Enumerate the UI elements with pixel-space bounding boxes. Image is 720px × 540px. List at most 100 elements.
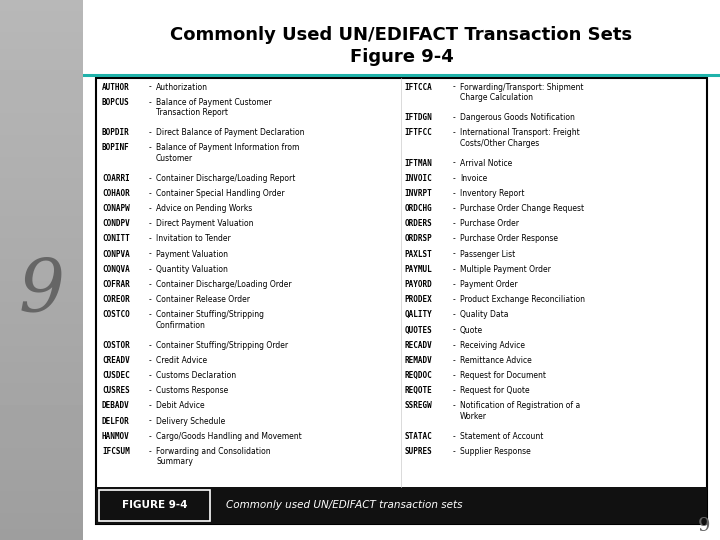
Text: Purchase Order: Purchase Order — [460, 219, 519, 228]
Text: COSTCO: COSTCO — [102, 310, 130, 319]
Text: Customs Response: Customs Response — [156, 386, 228, 395]
Text: INVRPT: INVRPT — [405, 189, 432, 198]
Text: REQDOC: REQDOC — [405, 371, 432, 380]
Text: Authorization: Authorization — [156, 83, 208, 92]
Text: STATAC: STATAC — [405, 432, 432, 441]
Text: -: - — [452, 295, 455, 304]
Text: DEBADV: DEBADV — [102, 401, 130, 410]
Text: Quote: Quote — [460, 326, 483, 334]
Text: BOPCUS: BOPCUS — [102, 98, 130, 107]
Text: -: - — [148, 83, 151, 92]
Text: IFTCCA: IFTCCA — [405, 83, 432, 92]
Text: -: - — [452, 356, 455, 365]
Text: Cargo/Goods Handling and Movement: Cargo/Goods Handling and Movement — [156, 432, 302, 441]
Text: Direct Payment Valuation: Direct Payment Valuation — [156, 219, 253, 228]
Text: Direct Balance of Payment Declaration: Direct Balance of Payment Declaration — [156, 128, 305, 137]
Text: SUPRES: SUPRES — [405, 447, 432, 456]
Text: -: - — [148, 265, 151, 274]
Text: HANMOV: HANMOV — [102, 432, 130, 441]
Text: CONITT: CONITT — [102, 234, 130, 244]
Text: QALITY: QALITY — [405, 310, 432, 319]
Text: -: - — [148, 128, 151, 137]
Text: PAYMUL: PAYMUL — [405, 265, 432, 274]
Text: -: - — [148, 401, 151, 410]
Text: Balance of Payment Customer
Transaction Report: Balance of Payment Customer Transaction … — [156, 98, 271, 117]
Bar — [96, 487, 707, 524]
Text: -: - — [452, 310, 455, 319]
Text: IFTMAN: IFTMAN — [405, 159, 432, 167]
Text: Payment Valuation: Payment Valuation — [156, 249, 228, 259]
Text: -: - — [148, 219, 151, 228]
Text: -: - — [148, 98, 151, 107]
Text: Container Stuffing/Stripping
Confirmation: Container Stuffing/Stripping Confirmatio… — [156, 310, 264, 330]
Text: SSREGW: SSREGW — [405, 401, 432, 410]
Text: Invitation to Tender: Invitation to Tender — [156, 234, 231, 244]
Text: IFTFCC: IFTFCC — [405, 128, 432, 137]
Text: -: - — [452, 204, 455, 213]
Text: -: - — [148, 234, 151, 244]
Text: REQOTE: REQOTE — [405, 386, 432, 395]
Text: Receiving Advice: Receiving Advice — [460, 341, 525, 350]
Text: DELFOR: DELFOR — [102, 416, 130, 426]
Text: -: - — [148, 341, 151, 350]
Text: 9: 9 — [698, 517, 711, 535]
Text: COARRI: COARRI — [102, 174, 130, 183]
Text: -: - — [452, 113, 455, 122]
Text: CUSRES: CUSRES — [102, 386, 130, 395]
Text: Commonly Used UN/EDIFACT Transaction Sets: Commonly Used UN/EDIFACT Transaction Set… — [171, 26, 632, 44]
Text: ORDRSP: ORDRSP — [405, 234, 432, 244]
Text: Quantity Valuation: Quantity Valuation — [156, 265, 228, 274]
Text: -: - — [452, 280, 455, 289]
Text: Invoice: Invoice — [460, 174, 487, 183]
Text: Supplier Response: Supplier Response — [460, 447, 531, 456]
Text: COREOR: COREOR — [102, 295, 130, 304]
Text: Container Discharge/Loading Report: Container Discharge/Loading Report — [156, 174, 295, 183]
Text: Delivery Schedule: Delivery Schedule — [156, 416, 225, 426]
Text: AUTHOR: AUTHOR — [102, 83, 130, 92]
Text: Balance of Payment Information from
Customer: Balance of Payment Information from Cust… — [156, 143, 300, 163]
Text: -: - — [452, 386, 455, 395]
Text: -: - — [148, 280, 151, 289]
Text: Debit Advice: Debit Advice — [156, 401, 204, 410]
Text: REMADV: REMADV — [405, 356, 432, 365]
Text: Dangerous Goods Notification: Dangerous Goods Notification — [460, 113, 575, 122]
Text: -: - — [452, 219, 455, 228]
Text: -: - — [148, 371, 151, 380]
Text: Passenger List: Passenger List — [460, 249, 516, 259]
Text: -: - — [148, 143, 151, 152]
Text: International Transport: Freight
Costs/Other Charges: International Transport: Freight Costs/O… — [460, 128, 580, 147]
Bar — [99, 490, 210, 521]
Text: CONQVA: CONQVA — [102, 265, 130, 274]
Text: -: - — [148, 447, 151, 456]
Text: INVOIC: INVOIC — [405, 174, 432, 183]
Text: CREADV: CREADV — [102, 356, 130, 365]
Text: IFCSUM: IFCSUM — [102, 447, 130, 456]
Text: 9: 9 — [19, 256, 64, 327]
Text: -: - — [148, 310, 151, 319]
Text: IFTDGN: IFTDGN — [405, 113, 432, 122]
Text: Request for Quote: Request for Quote — [460, 386, 530, 395]
Text: Quality Data: Quality Data — [460, 310, 508, 319]
Text: Payment Order: Payment Order — [460, 280, 518, 289]
Text: Advice on Pending Works: Advice on Pending Works — [156, 204, 252, 213]
Text: -: - — [452, 249, 455, 259]
Text: -: - — [148, 189, 151, 198]
Text: Customs Declaration: Customs Declaration — [156, 371, 236, 380]
Text: -: - — [452, 401, 455, 410]
Text: PAYORD: PAYORD — [405, 280, 432, 289]
Text: -: - — [452, 234, 455, 244]
Text: Commonly used UN/EDIFACT transaction sets: Commonly used UN/EDIFACT transaction set… — [226, 501, 463, 510]
Text: Notification of Registration of a
Worker: Notification of Registration of a Worker — [460, 401, 580, 421]
Text: Purchase Order Change Request: Purchase Order Change Request — [460, 204, 584, 213]
Text: Remittance Advice: Remittance Advice — [460, 356, 532, 365]
Text: -: - — [452, 341, 455, 350]
Text: Statement of Account: Statement of Account — [460, 432, 544, 441]
Text: ORDCHG: ORDCHG — [405, 204, 432, 213]
Text: Forwarding and Consolidation
Summary: Forwarding and Consolidation Summary — [156, 447, 271, 467]
Text: -: - — [452, 189, 455, 198]
Text: RECADV: RECADV — [405, 341, 432, 350]
Text: -: - — [452, 128, 455, 137]
Text: -: - — [148, 432, 151, 441]
Text: QUOTES: QUOTES — [405, 326, 432, 334]
Text: FIGURE 9-4: FIGURE 9-4 — [122, 501, 187, 510]
